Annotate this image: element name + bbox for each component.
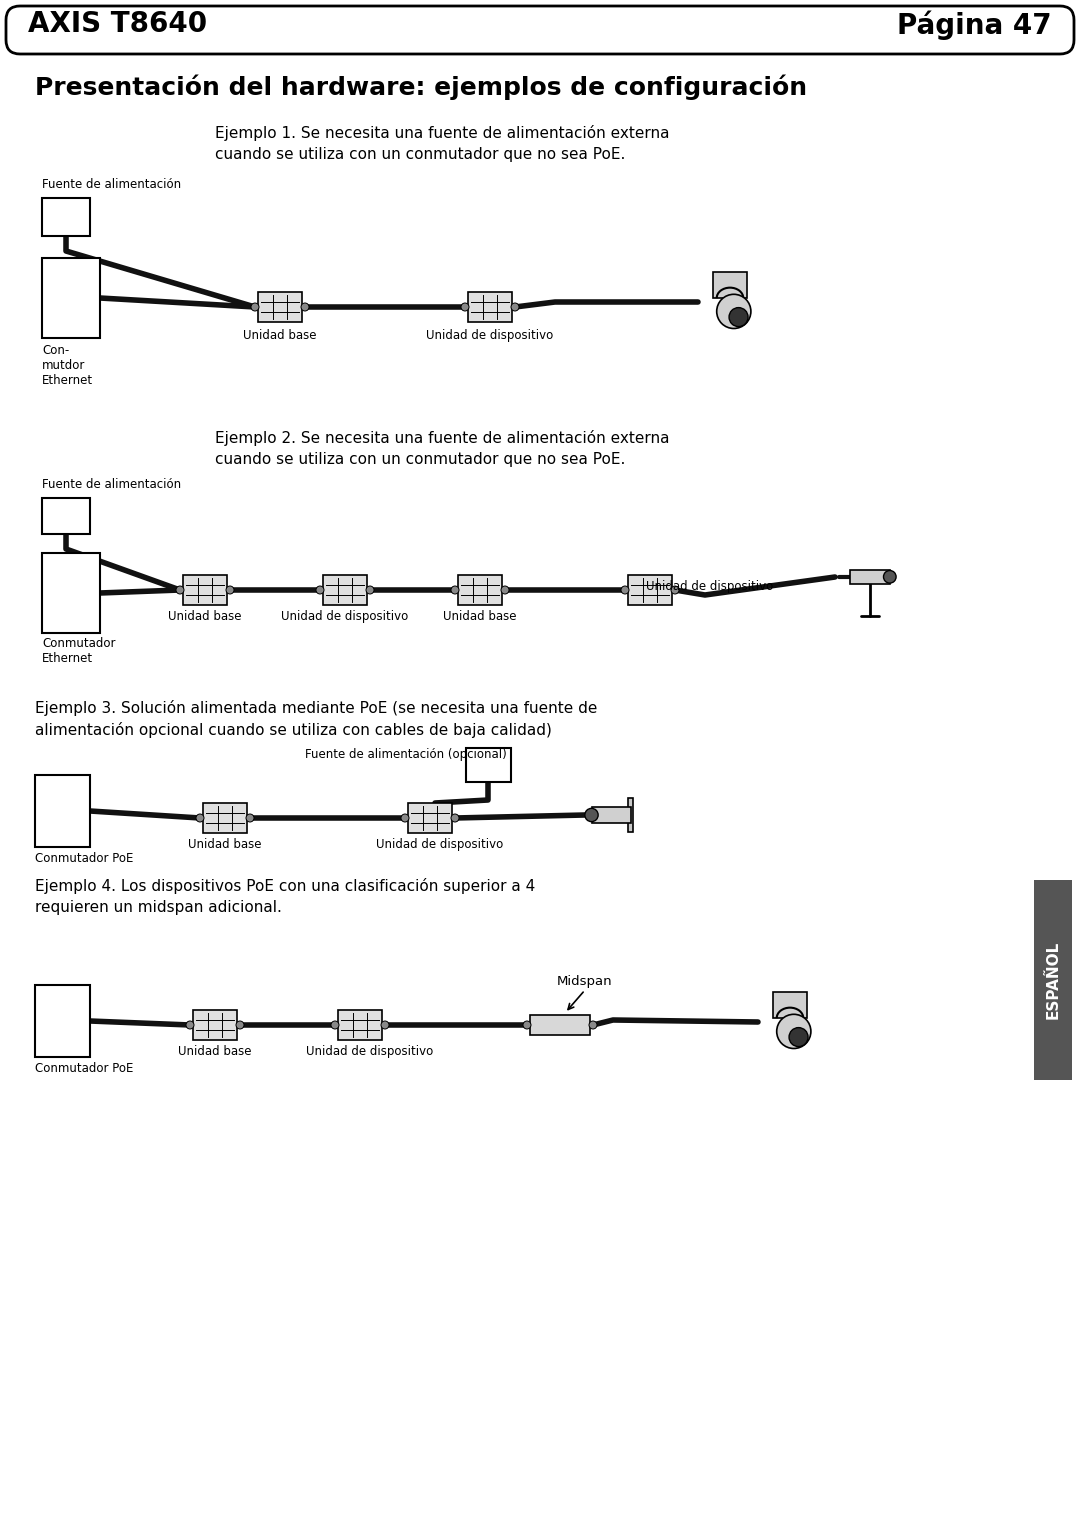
Bar xyxy=(258,292,302,322)
Text: Unidad base: Unidad base xyxy=(178,1045,252,1059)
Circle shape xyxy=(246,814,254,821)
Circle shape xyxy=(226,586,234,595)
Text: Unidad base: Unidad base xyxy=(243,329,316,342)
Circle shape xyxy=(301,303,309,310)
Bar xyxy=(408,803,453,834)
Text: Unidad de dispositivo: Unidad de dispositivo xyxy=(427,329,554,342)
Bar xyxy=(42,198,90,236)
Circle shape xyxy=(777,1015,811,1048)
Bar xyxy=(850,569,890,584)
Circle shape xyxy=(176,586,184,595)
Circle shape xyxy=(461,303,469,310)
Circle shape xyxy=(729,307,748,327)
Circle shape xyxy=(316,586,324,595)
Bar xyxy=(530,1015,590,1034)
Bar xyxy=(592,808,632,823)
Text: alimentación opcional cuando se utiliza con cables de baja calidad): alimentación opcional cuando se utiliza … xyxy=(35,722,552,738)
Circle shape xyxy=(381,1021,389,1030)
Text: Con-
mutdor
Ethernet: Con- mutdor Ethernet xyxy=(42,344,93,386)
Text: Conmutador PoE: Conmutador PoE xyxy=(35,852,133,865)
Bar xyxy=(193,1010,237,1040)
Bar xyxy=(773,992,807,1018)
Text: Unidad base: Unidad base xyxy=(188,838,261,852)
Circle shape xyxy=(451,814,459,821)
Circle shape xyxy=(251,303,259,310)
Text: cuando se utiliza con un conmutador que no sea PoE.: cuando se utiliza con un conmutador que … xyxy=(215,452,625,467)
Circle shape xyxy=(330,1021,339,1030)
Circle shape xyxy=(501,586,509,595)
Bar xyxy=(338,1010,382,1040)
Circle shape xyxy=(585,808,598,821)
FancyBboxPatch shape xyxy=(6,6,1074,55)
Circle shape xyxy=(717,294,751,329)
Text: Presentación del hardware: ejemplos de configuración: Presentación del hardware: ejemplos de c… xyxy=(35,75,807,100)
Circle shape xyxy=(511,303,519,310)
Text: Conmutador
Ethernet: Conmutador Ethernet xyxy=(42,637,116,665)
Bar xyxy=(468,292,512,322)
Bar xyxy=(1034,881,1072,1080)
Text: AXIS T8640: AXIS T8640 xyxy=(28,11,207,38)
Circle shape xyxy=(451,586,459,595)
Bar xyxy=(42,259,100,338)
Bar xyxy=(35,776,90,847)
Text: Fuente de alimentación (opcional): Fuente de alimentación (opcional) xyxy=(305,748,507,760)
Text: Fuente de alimentación: Fuente de alimentación xyxy=(42,478,181,491)
Text: Unidad de dispositivo: Unidad de dispositivo xyxy=(282,610,408,624)
Circle shape xyxy=(789,1028,808,1046)
Text: Midspan: Midspan xyxy=(557,975,612,989)
Circle shape xyxy=(523,1021,531,1030)
Circle shape xyxy=(671,586,679,595)
Text: Unidad de dispositivo: Unidad de dispositivo xyxy=(646,580,773,593)
Bar xyxy=(627,799,633,832)
Text: Ejemplo 2. Se necesita una fuente de alimentación externa: Ejemplo 2. Se necesita una fuente de ali… xyxy=(215,430,670,446)
Bar xyxy=(35,986,90,1057)
Text: Unidad base: Unidad base xyxy=(168,610,242,624)
Text: Unidad de dispositivo: Unidad de dispositivo xyxy=(376,838,503,852)
Circle shape xyxy=(883,570,896,583)
Bar xyxy=(183,575,227,605)
Circle shape xyxy=(195,814,204,821)
Bar xyxy=(458,575,502,605)
Circle shape xyxy=(589,1021,597,1030)
Text: Página 47: Página 47 xyxy=(897,11,1052,40)
Bar xyxy=(203,803,247,834)
Bar xyxy=(465,748,511,782)
Circle shape xyxy=(401,814,409,821)
Circle shape xyxy=(186,1021,194,1030)
Text: cuando se utiliza con un conmutador que no sea PoE.: cuando se utiliza con un conmutador que … xyxy=(215,148,625,163)
Text: Unidad base: Unidad base xyxy=(443,610,516,624)
Bar xyxy=(42,497,90,534)
Bar xyxy=(323,575,367,605)
Text: Ejemplo 4. Los dispositivos PoE con una clasificación superior a 4: Ejemplo 4. Los dispositivos PoE con una … xyxy=(35,878,536,894)
Circle shape xyxy=(366,586,374,595)
Text: ESPAÑOL: ESPAÑOL xyxy=(1045,941,1061,1019)
Text: requieren un midspan adicional.: requieren un midspan adicional. xyxy=(35,900,282,916)
Text: Conmutador PoE: Conmutador PoE xyxy=(35,1062,133,1075)
Bar xyxy=(42,554,100,633)
Bar xyxy=(713,272,747,298)
Circle shape xyxy=(621,586,629,595)
Text: Unidad de dispositivo: Unidad de dispositivo xyxy=(307,1045,434,1059)
Text: Fuente de alimentación: Fuente de alimentación xyxy=(42,178,181,192)
Text: Ejemplo 1. Se necesita una fuente de alimentación externa: Ejemplo 1. Se necesita una fuente de ali… xyxy=(215,125,670,141)
Bar xyxy=(627,575,672,605)
Text: Ejemplo 3. Solución alimentada mediante PoE (se necesita una fuente de: Ejemplo 3. Solución alimentada mediante … xyxy=(35,700,597,716)
Circle shape xyxy=(237,1021,244,1030)
